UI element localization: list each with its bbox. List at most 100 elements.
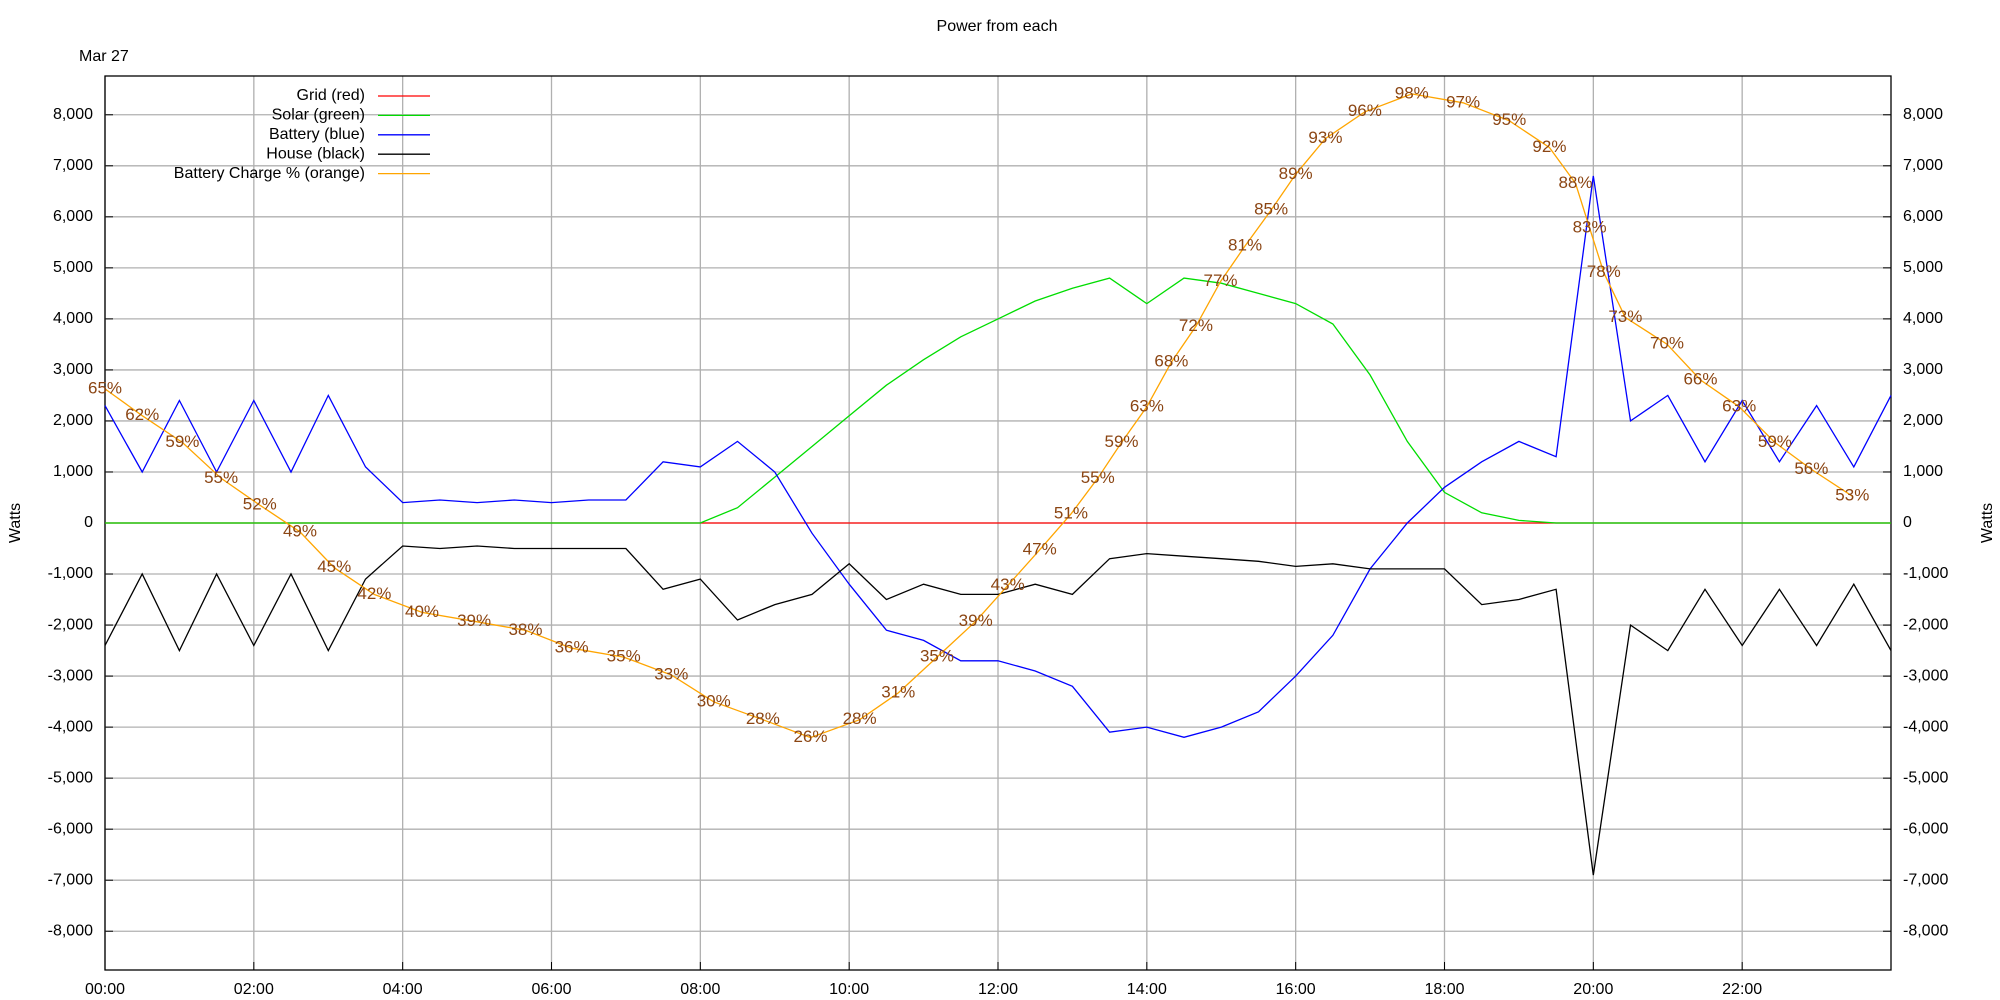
data-label: 59% — [1758, 432, 1792, 451]
data-label: 30% — [697, 691, 731, 710]
x-tick-label: 14:00 — [1127, 981, 1167, 998]
x-tick-label: 02:00 — [234, 981, 274, 998]
y-tick-label: 8,000 — [53, 106, 93, 123]
y2-tick-label: 5,000 — [1903, 259, 1943, 276]
data-label: 55% — [204, 468, 238, 487]
data-label: 93% — [1308, 128, 1342, 147]
data-label: 63% — [1130, 396, 1164, 415]
y2-tick-label: 7,000 — [1903, 157, 1943, 174]
data-label: 68% — [1154, 352, 1188, 371]
data-label: 56% — [1794, 459, 1828, 478]
series-line — [104, 93, 1853, 739]
chart-title: Power from each — [937, 18, 1058, 35]
y-tick-label: -6,000 — [48, 820, 93, 837]
x-tick-label: 16:00 — [1276, 981, 1316, 998]
y2-tick-label: 1,000 — [1903, 463, 1943, 480]
data-label: 26% — [793, 727, 827, 746]
y-tick-label: -2,000 — [48, 616, 93, 633]
x-tick-label: 06:00 — [531, 981, 571, 998]
x-tick-label: 22:00 — [1722, 981, 1762, 998]
data-label: 49% — [283, 521, 317, 540]
legend-label: Battery Charge % (orange) — [174, 165, 365, 182]
legend-label: House (black) — [266, 145, 365, 162]
data-label: 98% — [1395, 83, 1429, 102]
data-label: 78% — [1587, 262, 1621, 281]
data-label: 77% — [1203, 271, 1237, 290]
data-label: 55% — [1081, 468, 1115, 487]
data-label: 52% — [243, 495, 277, 514]
data-label: 53% — [1835, 486, 1869, 505]
y-tick-label: -8,000 — [48, 922, 93, 939]
series-line — [105, 277, 1891, 524]
y-axis-label: Watts — [7, 503, 24, 543]
x-tick-label: 00:00 — [85, 981, 125, 998]
data-label: 43% — [991, 575, 1025, 594]
y2-tick-label: -7,000 — [1903, 871, 1948, 888]
data-label: 42% — [357, 584, 391, 603]
y-tick-label: -4,000 — [48, 718, 93, 735]
y2-tick-label: 3,000 — [1903, 361, 1943, 378]
y-tick-label: 5,000 — [53, 259, 93, 276]
data-label: 59% — [1105, 432, 1139, 451]
y2-axis-label: Watts — [1979, 503, 1996, 543]
y2-tick-label: -1,000 — [1903, 565, 1948, 582]
data-label: 85% — [1254, 200, 1288, 219]
y2-tick-label: -5,000 — [1903, 769, 1948, 786]
legend-label: Solar (green) — [272, 107, 365, 124]
data-label: 51% — [1054, 504, 1088, 523]
data-label: 65% — [88, 378, 122, 397]
y-tick-label: 0 — [84, 514, 93, 531]
y-tick-label: -5,000 — [48, 769, 93, 786]
y-tick-label: -1,000 — [48, 565, 93, 582]
data-label: 81% — [1228, 235, 1262, 254]
data-label: 63% — [1722, 396, 1756, 415]
y-tick-label: 1,000 — [53, 463, 93, 480]
x-tick-label: 04:00 — [383, 981, 423, 998]
y-tick-label: 6,000 — [53, 208, 93, 225]
data-label: 31% — [881, 682, 915, 701]
x-tick-label: 08:00 — [680, 981, 720, 998]
data-label: 97% — [1446, 92, 1480, 111]
data-label: 28% — [843, 709, 877, 728]
data-label: 73% — [1608, 307, 1642, 326]
data-label: 39% — [959, 611, 993, 630]
series-line — [104, 545, 1892, 876]
y2-tick-label: -6,000 — [1903, 820, 1948, 837]
data-label: 83% — [1573, 217, 1607, 236]
data-label: 35% — [920, 647, 954, 666]
data-label: 38% — [508, 620, 542, 639]
y-tick-label: 3,000 — [53, 361, 93, 378]
y2-tick-label: -2,000 — [1903, 616, 1948, 633]
data-label: 66% — [1683, 369, 1717, 388]
data-label: 33% — [654, 664, 688, 683]
data-label: 35% — [607, 647, 641, 666]
data-label: 62% — [125, 405, 159, 424]
data-label: 92% — [1532, 137, 1566, 156]
data-label: 72% — [1179, 316, 1213, 335]
x-tick-label: 10:00 — [829, 981, 869, 998]
y2-tick-label: 6,000 — [1903, 208, 1943, 225]
legend-label: Battery (blue) — [269, 126, 365, 143]
data-label: 96% — [1348, 101, 1382, 120]
data-label: 70% — [1650, 334, 1684, 353]
legend-label: Grid (red) — [297, 87, 365, 104]
data-label: 45% — [317, 557, 351, 576]
x-tick-label: 18:00 — [1424, 981, 1464, 998]
y2-tick-label: 8,000 — [1903, 106, 1943, 123]
y-tick-label: 4,000 — [53, 310, 93, 327]
data-label: 39% — [457, 611, 491, 630]
data-label: 95% — [1492, 110, 1526, 129]
y-tick-label: -7,000 — [48, 871, 93, 888]
x-tick-label: 12:00 — [978, 981, 1018, 998]
data-label: 47% — [1023, 539, 1057, 558]
data-label: 40% — [405, 602, 439, 621]
chart-subtitle: Mar 27 — [79, 48, 129, 65]
y-tick-label: -3,000 — [48, 667, 93, 684]
data-label: 89% — [1279, 164, 1313, 183]
y2-tick-label: 0 — [1903, 514, 1912, 531]
y-tick-label: 7,000 — [53, 157, 93, 174]
y2-tick-label: -3,000 — [1903, 667, 1948, 684]
y2-tick-label: 4,000 — [1903, 310, 1943, 327]
y2-tick-label: -4,000 — [1903, 718, 1948, 735]
